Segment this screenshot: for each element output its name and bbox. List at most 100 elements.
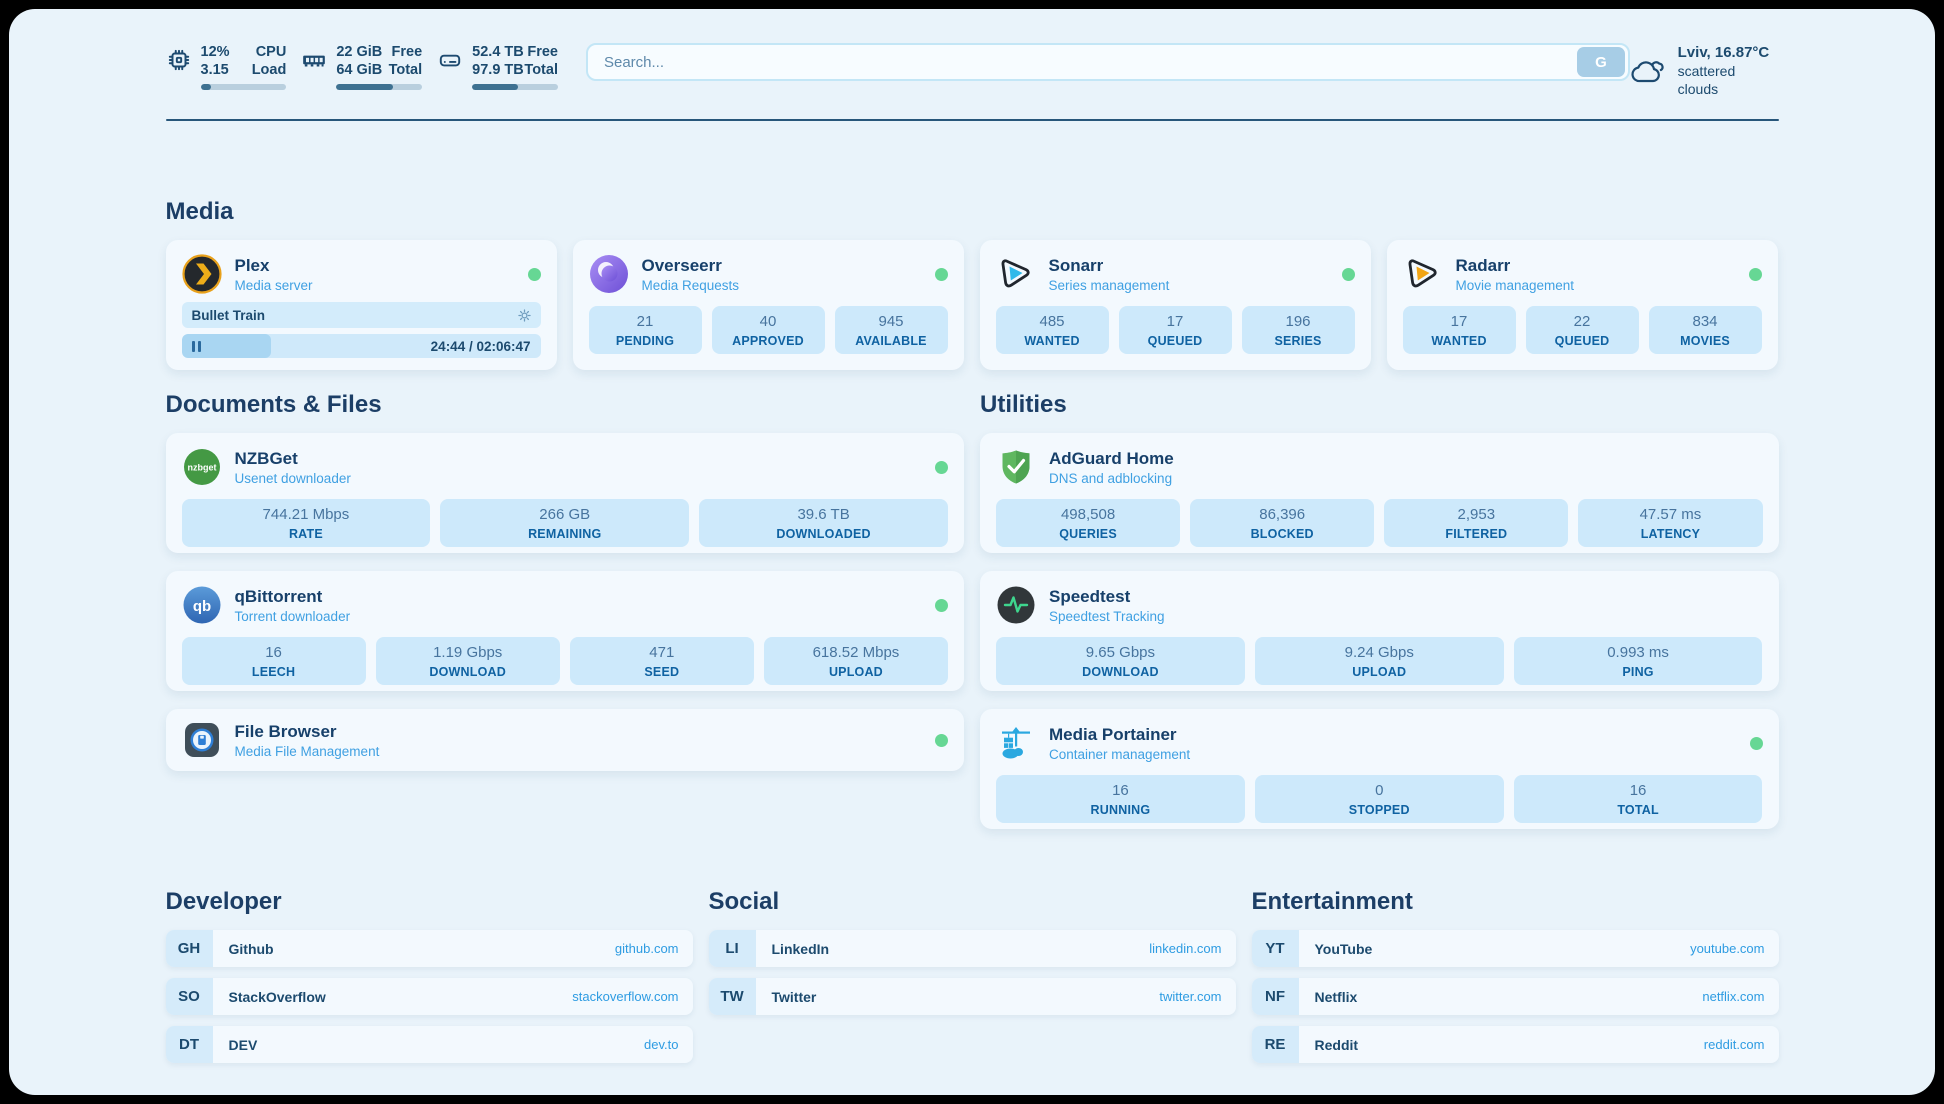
bookmark-reddit[interactable]: RE Reddit reddit.com [1251, 1026, 1779, 1063]
app-card-portainer[interactable]: Media Portainer Container management 16 … [980, 709, 1779, 829]
stat-value: 22 [1573, 312, 1591, 330]
stat-box: 0 STOPPED [1254, 775, 1504, 823]
app-card-speedtest[interactable]: Speedtest Speedtest Tracking 9.65 Gbps D… [980, 571, 1779, 691]
app-card-radarr[interactable]: Radarr Movie management 17 WANTED 22 QUE… [1386, 240, 1778, 370]
stat-value: 17 [1166, 312, 1184, 330]
nzbget-icon: nzbget [182, 447, 222, 487]
section-title-developer: Developer [165, 888, 282, 915]
stat-value: 618.52 Mbps [812, 643, 900, 661]
stat-label: APPROVED [732, 333, 804, 348]
bookmark-linkedin[interactable]: LI LinkedIn linkedin.com [708, 930, 1236, 967]
adguard-icon [996, 447, 1036, 487]
stat-box: 16 RUNNING [996, 775, 1245, 823]
disk-icon [437, 47, 463, 73]
status-dot [935, 733, 948, 747]
bookmark-youtube[interactable]: YT YouTube youtube.com [1251, 930, 1779, 967]
bookmark-name: Github [228, 940, 274, 957]
ram-progress-bar [336, 84, 423, 90]
stat-label: BLOCKED [1250, 526, 1314, 541]
stat-box: 834 MOVIES [1648, 306, 1762, 354]
plex-icon [181, 254, 222, 294]
stat-value: 2,953 [1457, 505, 1496, 523]
app-card-adguard[interactable]: AdGuard Home DNS and adblocking 498,508 … [980, 433, 1779, 553]
bookmark-netflix[interactable]: NF Netflix netflix.com [1251, 978, 1779, 1015]
stat-label: UPLOAD [828, 664, 883, 679]
app-subtitle: Torrent downloader [234, 608, 351, 624]
stat-value: 196 [1285, 312, 1311, 330]
status-dot [527, 267, 541, 281]
bookmark-name: Reddit [1314, 1036, 1359, 1053]
app-card-sonarr[interactable]: Sonarr Series management 485 WANTED 17 Q… [979, 240, 1371, 370]
bookmark-group-social: Social LI LinkedIn linkedin.com TW Twitt… [708, 887, 1236, 1063]
stat-box: 618.52 Mbps UPLOAD [763, 637, 948, 685]
search-input[interactable] [601, 52, 1578, 72]
stat-box: 47.57 ms LATENCY [1578, 499, 1763, 547]
stat-label: RATE [288, 526, 323, 541]
gear-icon[interactable] [516, 307, 533, 324]
sonarr-icon [996, 254, 1036, 294]
bookmark-twitter[interactable]: TW Twitter twitter.com [708, 978, 1236, 1015]
search-bar: G [585, 43, 1631, 81]
ram-free-label: Free [391, 44, 423, 60]
radarr-icon [1403, 254, 1443, 294]
stat-value: 16 [265, 643, 282, 661]
playback-progress-fill [181, 334, 272, 358]
status-dot [1748, 267, 1762, 281]
svg-text:nzbget: nzbget [187, 463, 216, 473]
stat-value: 945 [878, 312, 904, 330]
cpu-progress-bar [200, 84, 287, 90]
cpu-load-value: 3.15 [200, 62, 229, 78]
bookmark-url: linkedin.com [1149, 941, 1222, 956]
stat-box: 86,396 BLOCKED [1190, 499, 1375, 547]
bookmark-name: YouTube [1314, 940, 1373, 957]
playback-progress-bar: 24:44 / 02:06:47 [181, 334, 541, 358]
app-subtitle: DNS and adblocking [1049, 470, 1173, 486]
bookmark-abbr: RE [1251, 1026, 1299, 1063]
speedtest-icon [996, 585, 1036, 625]
cpu-label: CPU [255, 44, 287, 60]
app-subtitle: Speedtest Tracking [1049, 608, 1165, 624]
disk-free-value: 52.4 TB [472, 44, 524, 60]
stat-box: 744.21 Mbps RATE [181, 499, 431, 547]
ram-free-value: 22 GiB [336, 44, 383, 60]
status-dot [935, 460, 948, 474]
app-card-filebrowser[interactable]: File Browser Media File Management [165, 709, 964, 771]
bookmark-url: dev.to [644, 1037, 679, 1052]
stat-label: DOWNLOAD [429, 664, 506, 679]
bookmark-stackoverflow[interactable]: SO StackOverflow stackoverflow.com [165, 978, 693, 1015]
svg-text:qb: qb [192, 598, 210, 615]
app-subtitle: Media File Management [234, 743, 380, 759]
stat-label: QUERIES [1059, 526, 1117, 541]
bookmark-url: twitter.com [1159, 989, 1222, 1004]
app-card-plex[interactable]: Plex Media server Bullet Train [165, 240, 557, 370]
header: 12% 3.15 CPU Load [166, 43, 1779, 98]
stat-label: STOPPED [1348, 802, 1410, 817]
overseerr-icon [589, 254, 629, 294]
stat-label: LATENCY [1640, 526, 1701, 541]
app-card-overseerr[interactable]: Overseerr Media Requests 21 PENDING 40 A… [572, 240, 964, 370]
app-card-nzbget[interactable]: nzbget NZBGet Usenet downloader 744.21 M… [165, 433, 964, 553]
section-title-media: Media [165, 198, 234, 225]
stat-box: 16 TOTAL [1513, 775, 1763, 823]
search-engine-button[interactable]: G [1577, 47, 1626, 77]
bookmark-abbr: YT [1251, 930, 1299, 967]
app-subtitle: Media Requests [641, 277, 740, 293]
stat-box: 16 LEECH [181, 637, 366, 685]
app-name: AdGuard Home [1049, 448, 1174, 468]
app-name: NZBGet [234, 448, 298, 468]
stat-box: 196 SERIES [1241, 306, 1355, 354]
bookmark-name: LinkedIn [771, 940, 830, 957]
qbittorrent-icon: qb [182, 585, 222, 625]
app-subtitle: Movie management [1455, 277, 1575, 293]
stat-label: PENDING [615, 333, 675, 348]
bookmark-abbr: DT [165, 1026, 213, 1063]
bookmark-abbr: LI [708, 930, 756, 967]
bookmark-url: reddit.com [1703, 1037, 1765, 1052]
app-name: Media Portainer [1049, 724, 1177, 744]
app-subtitle: Series management [1048, 277, 1170, 293]
bookmark-github[interactable]: GH Github github.com [165, 930, 693, 967]
stat-label: PING [1622, 664, 1654, 679]
app-card-qbittorrent[interactable]: qb qBittorrent Torrent downloader 16 LEE… [165, 571, 964, 691]
bookmark-dev[interactable]: DT DEV dev.to [165, 1026, 693, 1063]
app-subtitle: Media server [234, 277, 313, 293]
